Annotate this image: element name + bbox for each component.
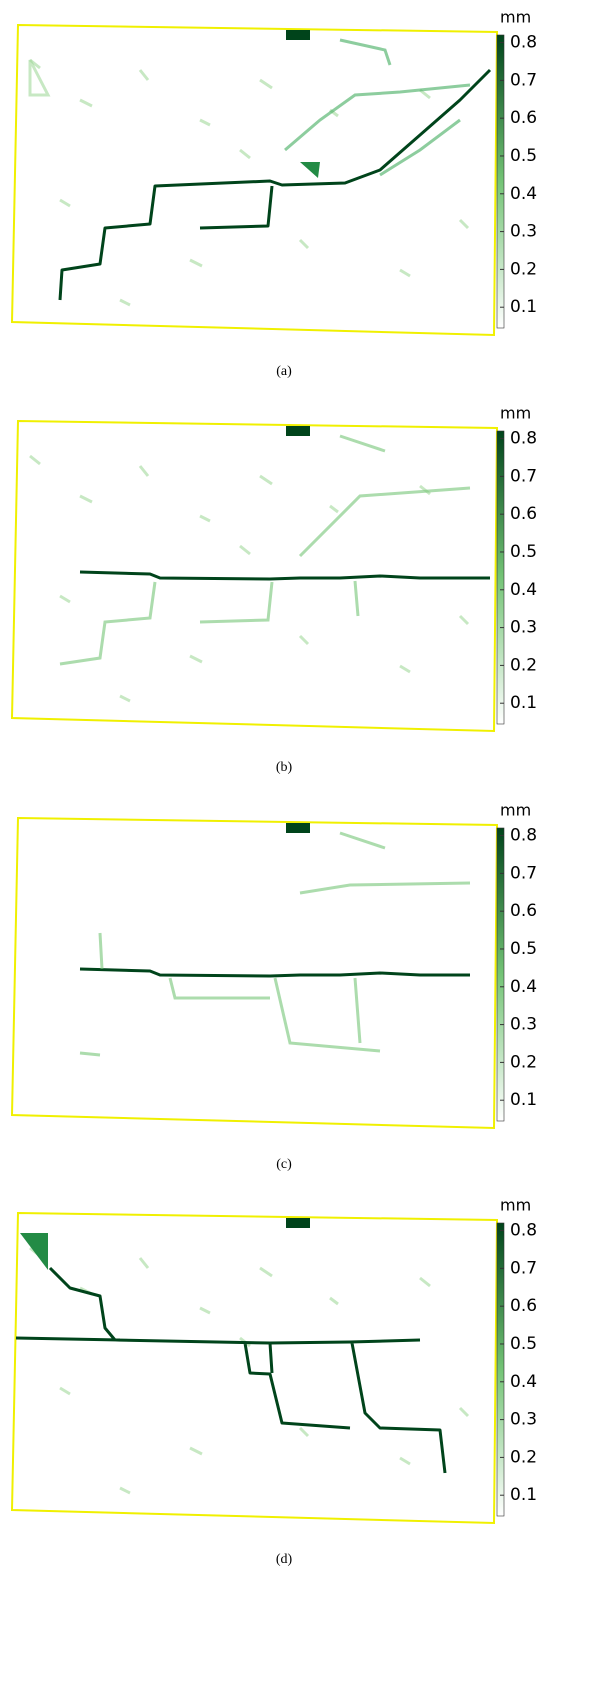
colorbar-tick-label: 0.8: [510, 826, 537, 846]
colorbar-tick-label: 0.4: [510, 1372, 537, 1392]
crack: [79, 570, 490, 581]
crack: [199, 185, 274, 230]
colorbar-tick-label: 0.6: [510, 108, 537, 128]
blob: [286, 426, 310, 436]
patch: [28, 59, 51, 97]
blob: [286, 1218, 310, 1228]
crack: [15, 1266, 447, 1474]
colorbar-tick-label: 0.3: [510, 618, 537, 638]
colorbar-tick-label: 0.1: [510, 693, 537, 713]
panel-c: mm 0.1 0.2 0.3 0.4 0.5 0.6 0.7 0.8 (c): [10, 801, 537, 1172]
panel-b: mm 0.1 0.2 0.3 0.4 0.5 0.6 0.7 0.8 (b): [10, 404, 537, 775]
patch: [300, 162, 320, 178]
colorbar-tick-label: 0.8: [510, 33, 537, 53]
caption: (b): [276, 760, 293, 775]
colorbar-label: mm: [500, 8, 531, 27]
caption: (d): [276, 1552, 293, 1567]
panel-d: mm 0.1 0.2 0.3 0.4 0.5 0.6 0.7 0.8 (d): [10, 1196, 537, 1567]
colorbar-label: mm: [500, 801, 531, 820]
crack: [284, 38, 471, 177]
colorbar-tick-label: 0.7: [510, 863, 537, 883]
colorbar-tick-label: 0.6: [510, 504, 537, 524]
frame: [10, 23, 499, 337]
colorbar-tick-label: 0.7: [510, 466, 537, 486]
caption: (c): [276, 1157, 292, 1172]
colorbar-tick-label: 0.5: [510, 542, 537, 562]
caption: (a): [276, 364, 292, 379]
colorbar-tick-label: 0.1: [510, 1090, 537, 1110]
colorbar-tick-label: 0.3: [510, 222, 537, 242]
colorbar: [496, 1222, 505, 1517]
colorbar-tick-label: 0.2: [510, 259, 537, 279]
blob: [286, 823, 310, 833]
colorbar-tick-label: 0.3: [510, 1410, 537, 1430]
colorbar: [496, 430, 505, 725]
patch: [20, 1233, 48, 1270]
colorbar-tick-label: 0.8: [510, 429, 537, 449]
crack: [58, 68, 492, 301]
colorbar-tick-label: 0.2: [510, 655, 537, 675]
frame: [10, 1211, 499, 1525]
colorbar-tick-label: 0.5: [510, 1334, 537, 1354]
blob: [286, 30, 310, 40]
colorbar-tick-label: 0.5: [510, 939, 537, 959]
colorbar: [496, 827, 505, 1122]
colorbar-tick-label: 0.5: [510, 146, 537, 166]
colorbar-label: mm: [500, 404, 531, 423]
colorbar-tick-label: 0.1: [510, 1485, 537, 1505]
colorbar-tick-label: 0.6: [510, 901, 537, 921]
colorbar-tick-label: 0.7: [510, 1258, 537, 1278]
colorbar-tick-label: 0.4: [510, 977, 537, 997]
colorbar-tick-label: 0.3: [510, 1015, 537, 1035]
colorbar-label: mm: [500, 1196, 531, 1215]
colorbar-tick-label: 0.1: [510, 297, 537, 317]
frame: [10, 419, 499, 733]
colorbar-tick-label: 0.2: [510, 1447, 537, 1467]
colorbar: [496, 34, 505, 329]
colorbar-tick-label: 0.7: [510, 70, 537, 90]
colorbar-tick-label: 0.4: [510, 580, 537, 600]
colorbar-tick-label: 0.8: [510, 1221, 537, 1241]
colorbar-tick-label: 0.4: [510, 184, 537, 204]
colorbar-tick-label: 0.6: [510, 1296, 537, 1316]
panel-a: mm 0.1 0.2 0.3 0.4 0.5 0.6 0.7 0.8 (a): [10, 8, 537, 379]
frame: [10, 816, 499, 1130]
crack: [59, 434, 471, 666]
colorbar-tick-label: 0.2: [510, 1052, 537, 1072]
crack: [79, 967, 470, 978]
crack: [79, 831, 471, 1057]
